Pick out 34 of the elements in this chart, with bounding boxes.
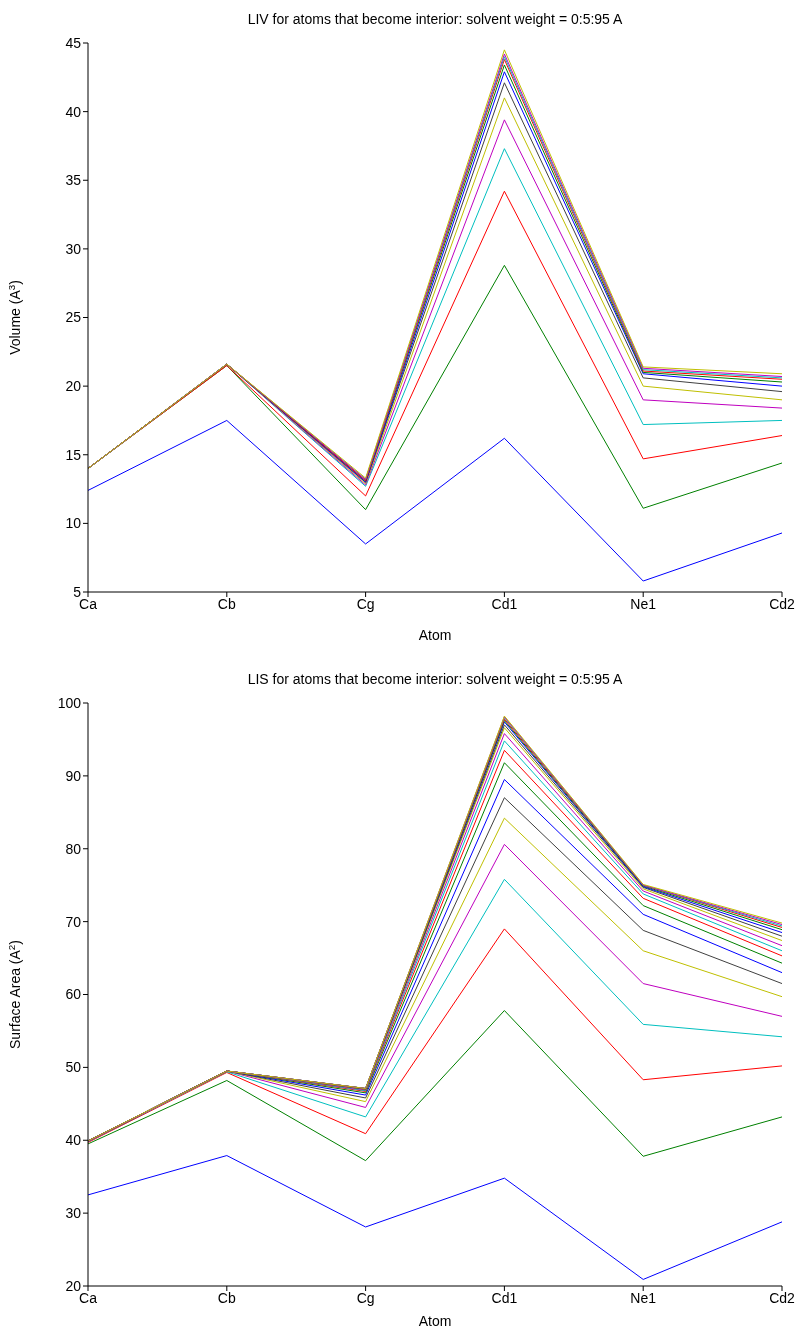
y-tick-label: 40: [65, 1132, 82, 1149]
y-tick-label: 5: [73, 583, 82, 600]
y-tick-label: 25: [65, 309, 82, 326]
y-tick-label: 60: [65, 986, 82, 1003]
y-tick-label: 80: [65, 840, 82, 857]
y-tick-label: 100: [57, 694, 82, 711]
y-tick-label: 45: [65, 34, 82, 51]
y-tick-label: 30: [65, 1205, 82, 1222]
x-tick-label: Cb: [217, 595, 236, 612]
x-tick-label: Ca: [79, 1289, 98, 1306]
x-tick-label: Cg: [356, 1289, 375, 1306]
chart-title: LIV for atoms that become interior: solvent weight = 0:5:95 A: [246, 11, 624, 27]
y-tick-label: 35: [65, 172, 82, 189]
x-tick-label: Ca: [79, 595, 98, 612]
x-tick-label: Ne1: [630, 595, 657, 612]
y-tick-label: 50: [65, 1059, 82, 1076]
x-tick-label: Cb: [217, 1289, 236, 1306]
y-tick-label: 15: [65, 446, 82, 463]
y-tick-label: 70: [65, 913, 82, 930]
y-tick-label: 40: [65, 103, 82, 120]
y-tick-label: 20: [65, 378, 82, 395]
x-tick-label: Cg: [356, 595, 375, 612]
x-tick-label: Cd2: [769, 1289, 796, 1306]
x-tick-label: Cd2: [769, 595, 796, 612]
chart-title: LIS for atoms that become interior: solvent weight = 0:5:95 A: [246, 671, 624, 687]
x-tick-label: Cd1: [491, 1289, 518, 1306]
y-tick-label: 20: [65, 1277, 82, 1294]
x-tick-label: Ne1: [630, 1289, 657, 1306]
x-axis-title: Atom: [418, 627, 452, 643]
x-axis-title: Atom: [418, 1313, 452, 1326]
y-tick-label: 10: [65, 515, 82, 532]
x-tick-label: Cd1: [491, 595, 518, 612]
y-tick-label: 30: [65, 240, 82, 257]
y-tick-label: 90: [65, 767, 82, 784]
